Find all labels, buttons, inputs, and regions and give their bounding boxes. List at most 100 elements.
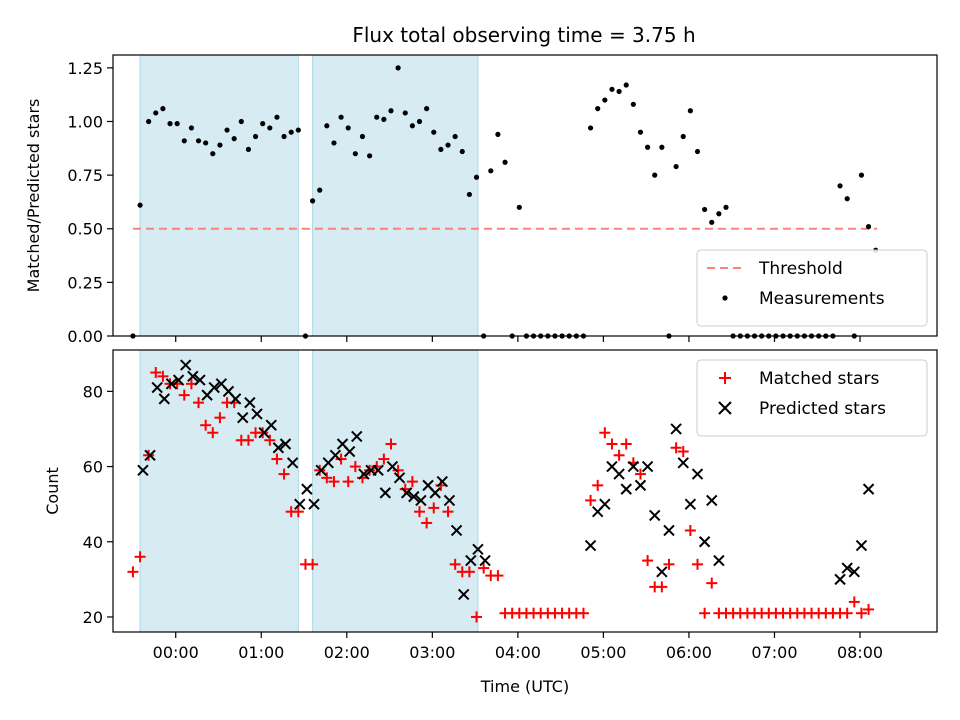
predicted-star-point — [329, 449, 342, 461]
matched-star-point — [364, 464, 376, 476]
top-y-tick-label: 1.25 — [67, 59, 103, 78]
matched-star-point — [321, 472, 333, 484]
x-axis-label: Time (UTC) — [480, 677, 569, 696]
bottom-x-tick-label: 06:00 — [666, 643, 712, 662]
matched-star-point — [848, 596, 860, 608]
measurement-point — [837, 183, 843, 189]
bottom-shaded-interval — [312, 349, 479, 633]
predicted-star-point — [343, 445, 356, 458]
matched-star-point — [278, 468, 290, 480]
measurement-point — [452, 133, 458, 140]
bottom-x-tick-label: 07:00 — [751, 643, 797, 662]
legend-label: Predicted stars — [759, 399, 886, 419]
measurement-point — [616, 88, 622, 95]
predicted-star-point — [472, 543, 484, 555]
matched-star-point — [257, 427, 269, 439]
matched-star-point — [150, 367, 162, 379]
predicted-star-point — [436, 475, 449, 488]
legend-predicted-swatch — [718, 401, 732, 415]
measurement-point — [224, 127, 230, 133]
matched-star-point — [421, 517, 433, 529]
predicted-star-point — [649, 509, 661, 522]
predicted-star-point — [848, 566, 861, 578]
bottom-y-axis-label: Count — [43, 467, 62, 515]
predicted-star-point — [627, 460, 640, 473]
matched-star-point — [663, 558, 675, 570]
bottom-x-tick-label: 01:00 — [238, 643, 284, 662]
predicted-star-point — [229, 393, 242, 405]
predicted-star-point — [137, 464, 149, 477]
matched-star-point — [264, 434, 276, 446]
measurement-point — [687, 108, 693, 114]
matched-star-point — [193, 397, 205, 409]
matched-star-point — [478, 562, 490, 574]
top-legend: Threshold Measurements — [696, 249, 928, 327]
measurement-point — [174, 121, 180, 127]
matched-star-point — [392, 464, 404, 476]
matched-star-point — [585, 494, 597, 506]
predicted-star-point — [294, 498, 306, 510]
matched-star-point — [134, 551, 146, 563]
predicted-star-point — [272, 442, 285, 454]
matched-star-point — [314, 464, 326, 476]
matched-star-point — [271, 453, 283, 465]
bottom-x-tick-label: 03:00 — [409, 643, 455, 662]
measurement-point — [652, 172, 658, 178]
predicted-star-point — [677, 457, 689, 469]
measurement-point — [488, 168, 494, 174]
measurement-point — [238, 118, 244, 125]
measurement-point — [609, 86, 615, 92]
predicted-star-point — [194, 374, 206, 386]
matched-star-point — [449, 558, 461, 570]
predicted-star-point — [443, 494, 456, 507]
measurement-point — [267, 125, 273, 131]
measurement-point — [359, 133, 366, 140]
matched-star-point — [378, 453, 390, 465]
predicted-star-point — [179, 359, 192, 371]
predicted-star-point — [208, 381, 220, 394]
measurement-point — [381, 116, 387, 122]
matched-star-point — [577, 607, 589, 619]
measurement-point — [295, 127, 301, 133]
predicted-star-point — [237, 411, 249, 424]
matched-star-point — [699, 607, 711, 619]
matched-star-point — [670, 442, 682, 454]
matched-star-point — [634, 468, 646, 480]
predicted-star-point — [599, 498, 611, 510]
measurement-point — [623, 82, 629, 88]
predicted-star-point — [187, 370, 199, 383]
predicted-star-point — [400, 487, 413, 499]
matched-star-point — [292, 506, 304, 518]
measurement-point — [331, 140, 337, 146]
predicted-star-point — [244, 396, 256, 409]
top-shaded-interval — [312, 54, 479, 337]
measurement-point — [395, 65, 401, 71]
predicted-star-point — [620, 483, 632, 495]
measurement-point — [459, 148, 465, 155]
measurement-point — [702, 206, 708, 213]
matched-star-point — [307, 558, 319, 570]
measurement-point — [502, 159, 508, 165]
predicted-star-point — [584, 539, 597, 552]
predicted-star-point — [465, 554, 477, 567]
measurement-point — [137, 202, 143, 208]
measurement-point — [231, 136, 237, 142]
bottom-y-tick-label: 80 — [83, 382, 103, 401]
predicted-star-point — [144, 449, 156, 461]
top-chart-title: Flux total observing time = 3.75 h — [352, 23, 695, 47]
measurement-point — [716, 211, 722, 217]
matched-star-point — [592, 479, 604, 491]
matched-star-point — [706, 577, 718, 589]
predicted-star-point — [855, 539, 868, 552]
predicted-star-point — [670, 423, 682, 435]
predicted-star-point — [393, 472, 406, 484]
measurement-point — [602, 97, 608, 103]
legend-label: Measurements — [759, 289, 885, 309]
top-y-tick-label: 1.00 — [67, 112, 103, 131]
measurement-point — [680, 133, 686, 140]
predicted-star-point — [408, 490, 420, 503]
measurement-point — [160, 106, 166, 112]
matched-star-point — [620, 438, 632, 450]
measurement-point — [445, 142, 451, 148]
top-y-axis-label: Matched/Predicted stars — [24, 99, 43, 293]
